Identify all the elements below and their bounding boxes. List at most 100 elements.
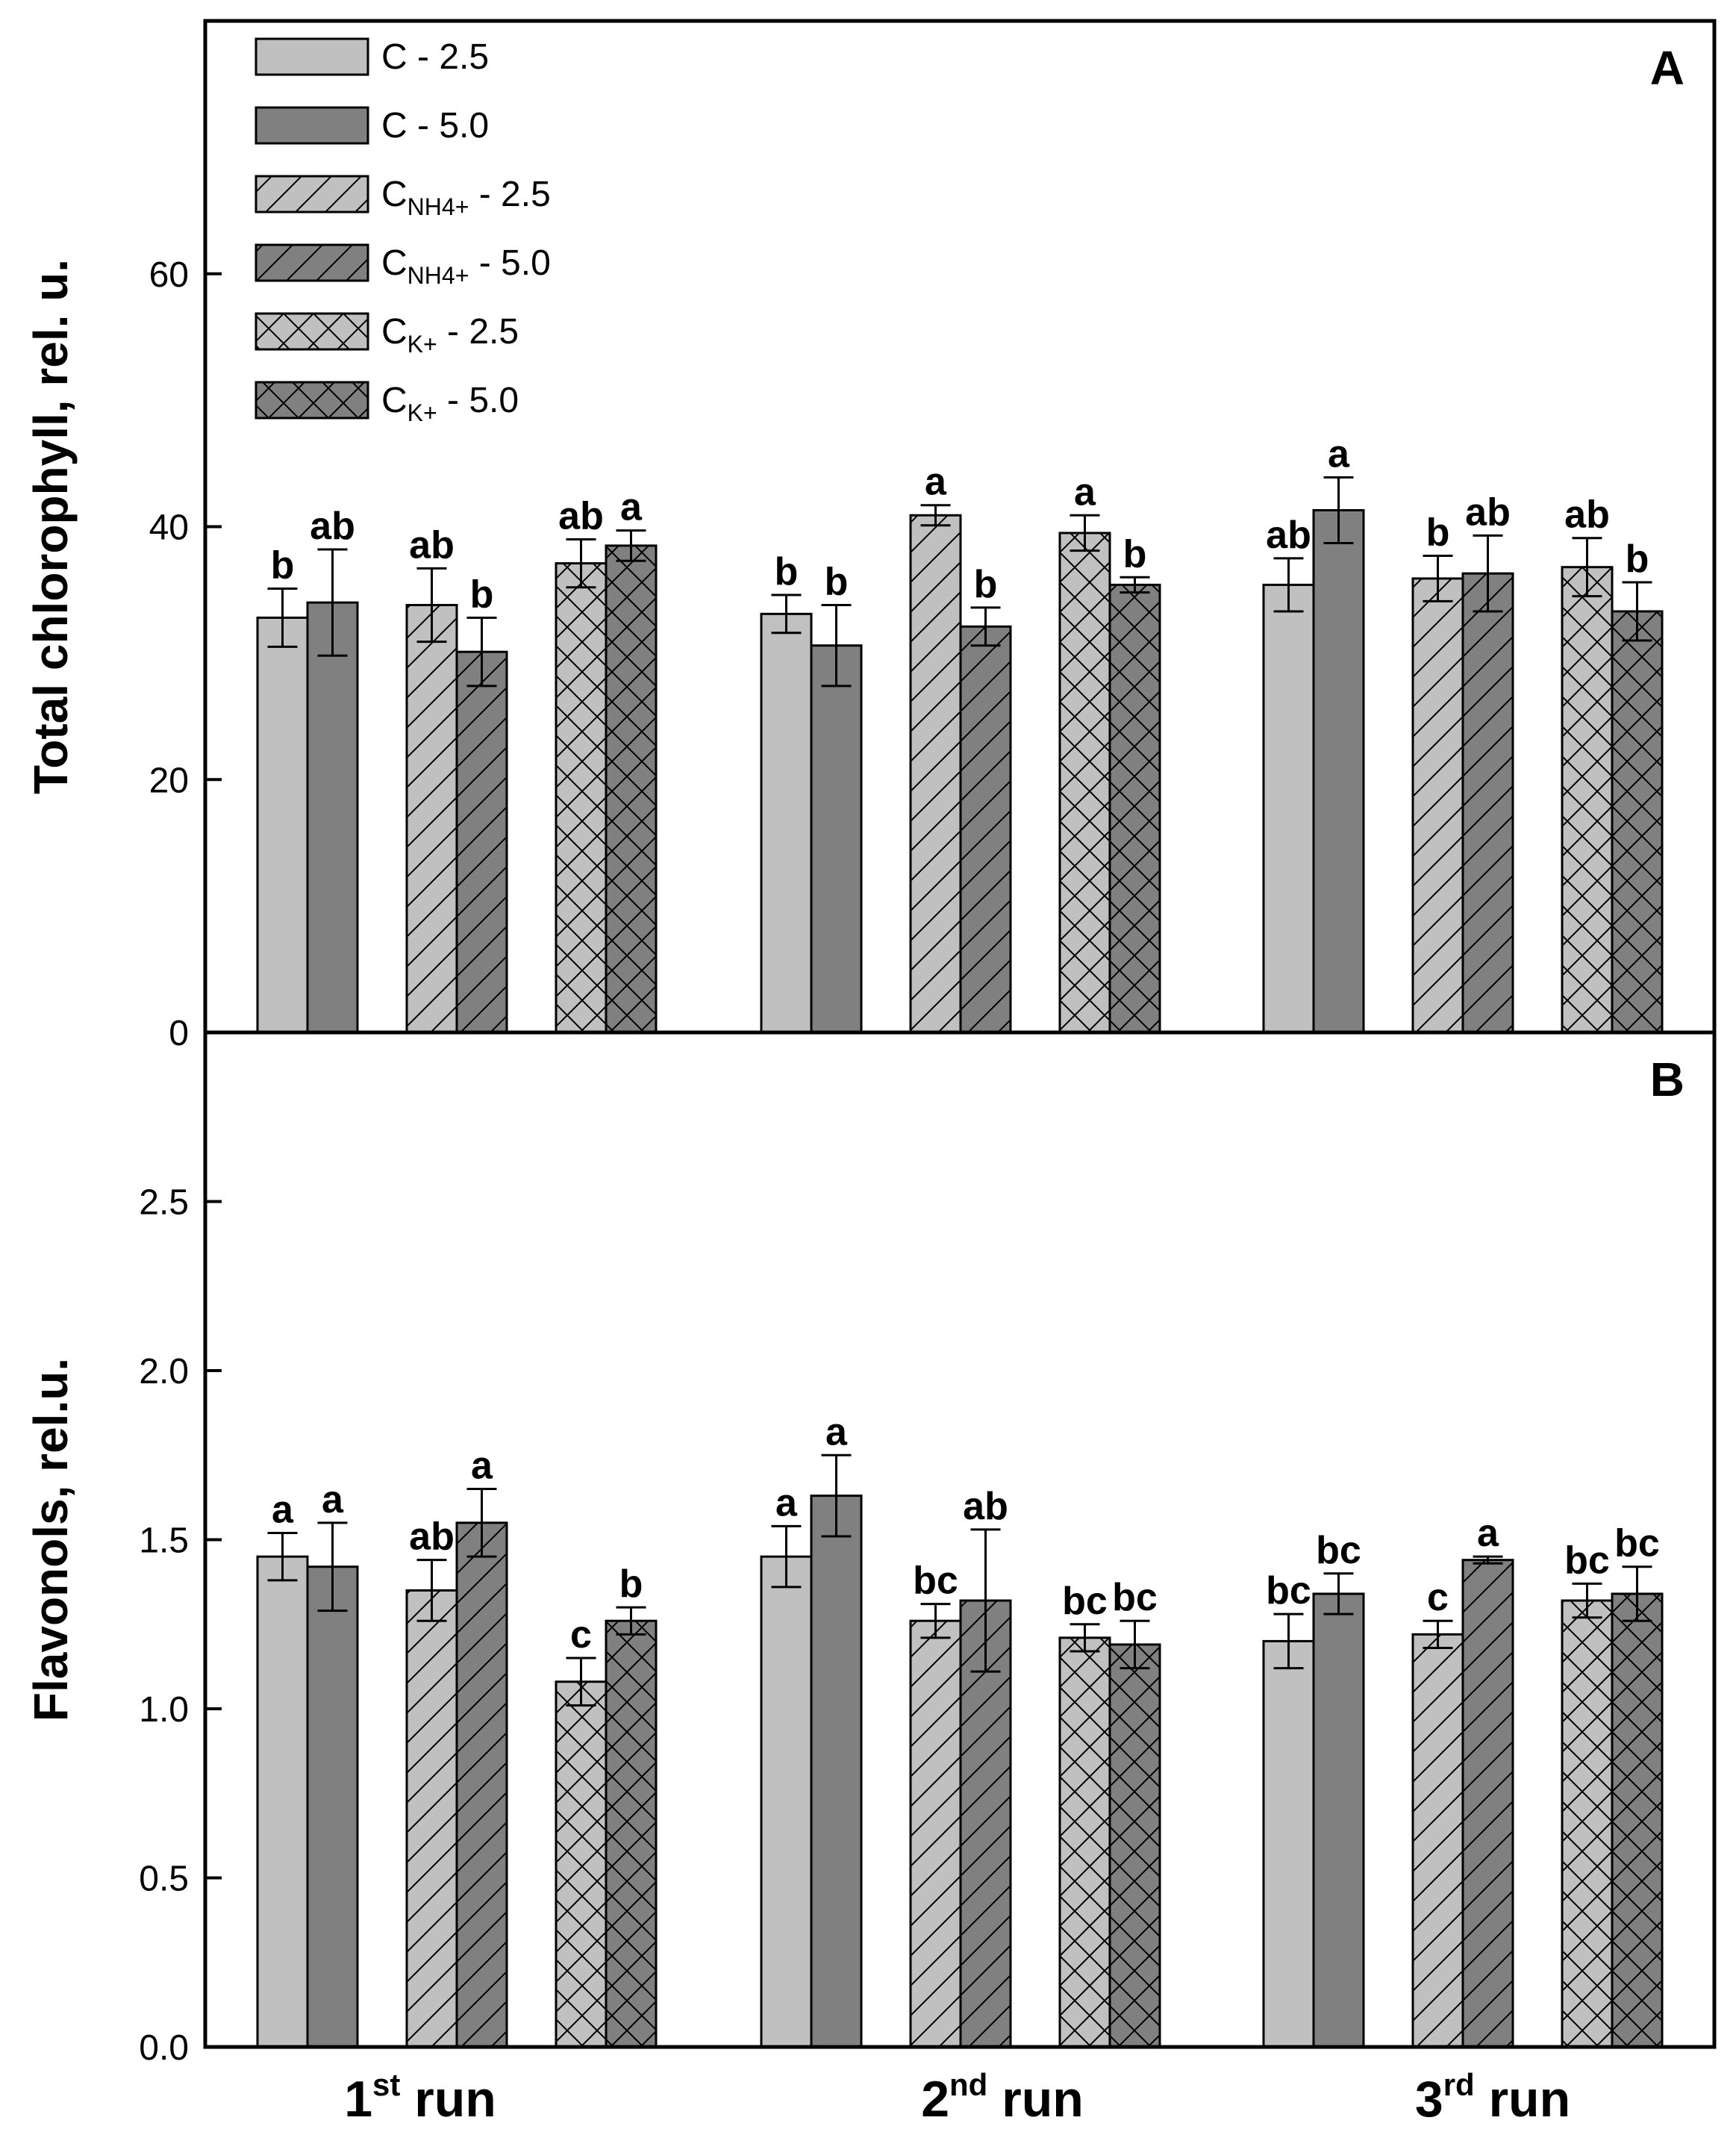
significance-letter: b bbox=[825, 561, 849, 604]
significance-letter: b bbox=[470, 573, 494, 616]
significance-letter: bc bbox=[1316, 1529, 1361, 1572]
bar-hatch bbox=[1562, 1601, 1612, 2047]
significance-letter: b bbox=[775, 550, 799, 593]
y-tick-label: 60 bbox=[149, 255, 189, 295]
significance-letter: ab bbox=[409, 1515, 455, 1559]
legend-swatch-hatch bbox=[256, 382, 368, 418]
significance-letter: a bbox=[272, 1488, 294, 1531]
bar bbox=[1264, 1641, 1314, 2047]
bar-hatch bbox=[1413, 578, 1463, 1032]
bar-hatch bbox=[1463, 573, 1513, 1032]
significance-letter: a bbox=[1477, 1512, 1499, 1555]
legend-label: C - 2.5 bbox=[381, 37, 489, 77]
bar-hatch bbox=[911, 515, 961, 1032]
significance-letter: bc bbox=[1564, 1539, 1610, 1582]
y-tick-label: 2.0 bbox=[139, 1352, 189, 1392]
bar-hatch bbox=[407, 605, 457, 1032]
legend-label: CNH4+ - 5.0 bbox=[381, 243, 551, 289]
y-tick-label: 1.5 bbox=[139, 1521, 189, 1561]
bar-hatch bbox=[1110, 585, 1160, 1032]
legend-label: CK+ - 5.0 bbox=[381, 381, 519, 426]
legend-swatch-outline bbox=[255, 312, 369, 351]
significance-letter: b bbox=[1626, 537, 1649, 581]
bar bbox=[307, 602, 357, 1032]
legend-swatch-outline bbox=[255, 37, 369, 76]
y-tick-label: 2.5 bbox=[139, 1183, 189, 1223]
bar-hatch bbox=[961, 626, 1011, 1032]
bar-hatch bbox=[457, 1522, 507, 2047]
legend-swatch-hatch bbox=[256, 245, 368, 281]
significance-letter: a bbox=[322, 1478, 344, 1521]
bar-hatch bbox=[1060, 532, 1110, 1032]
significance-letter: ab bbox=[963, 1485, 1008, 1528]
significance-letter: bc bbox=[1266, 1569, 1311, 1612]
bar-hatch bbox=[1463, 1559, 1513, 2047]
significance-letter: ab bbox=[1564, 493, 1610, 537]
bar-hatch bbox=[1413, 1634, 1463, 2047]
legend-label: C - 5.0 bbox=[381, 106, 489, 146]
legend-swatch bbox=[256, 39, 368, 75]
bar bbox=[1264, 585, 1314, 1032]
significance-letter: a bbox=[925, 461, 947, 504]
legend-label: CK+ - 2.5 bbox=[381, 312, 519, 358]
significance-letter: a bbox=[471, 1445, 493, 1488]
significance-letter: ab bbox=[558, 494, 604, 537]
bar bbox=[1314, 1593, 1364, 2047]
significance-letter: ab bbox=[1465, 490, 1511, 534]
significance-letter: a bbox=[1328, 432, 1350, 476]
significance-letter: b bbox=[619, 1562, 643, 1606]
bar-hatch bbox=[1562, 567, 1612, 1032]
y-tick-label: 0.5 bbox=[139, 1860, 189, 1899]
bar bbox=[761, 1556, 811, 2047]
y-tick-label: 1.0 bbox=[139, 1690, 189, 1730]
significance-letter: bc bbox=[913, 1559, 958, 1603]
x-group-label: 3rd run bbox=[1415, 2067, 1570, 2128]
panel-letter: B bbox=[1650, 1053, 1685, 1106]
significance-letter: b bbox=[271, 543, 295, 587]
y-tick-label: 20 bbox=[149, 761, 189, 800]
significance-letter: ab bbox=[1266, 514, 1311, 557]
x-group-label: 2nd run bbox=[921, 2067, 1084, 2128]
bar bbox=[811, 645, 861, 1032]
legend-swatch-hatch bbox=[256, 176, 368, 212]
panel-letter: A bbox=[1650, 41, 1685, 95]
bar-hatch bbox=[961, 1601, 1011, 2047]
y-tick-label: 0 bbox=[169, 1014, 189, 1053]
significance-letter: ab bbox=[310, 505, 355, 548]
x-group-label: 1st run bbox=[344, 2067, 496, 2128]
legend-swatch bbox=[256, 107, 368, 143]
significance-letter: b bbox=[974, 563, 998, 606]
significance-letter: a bbox=[825, 1410, 848, 1453]
significance-letter: ab bbox=[409, 523, 455, 567]
y-axis-title: Total chlorophyll, rel. u. bbox=[24, 259, 78, 794]
bar-hatch bbox=[556, 563, 606, 1032]
bar-hatch bbox=[556, 1681, 606, 2047]
y-tick-label: 0.0 bbox=[139, 2028, 189, 2068]
bar-hatch bbox=[606, 1621, 656, 2047]
bar bbox=[307, 1566, 357, 2047]
bar bbox=[257, 617, 307, 1032]
legend-swatch-outline bbox=[255, 175, 369, 214]
legend-label: CNH4+ - 2.5 bbox=[381, 175, 551, 220]
bar bbox=[257, 1556, 307, 2047]
bar-hatch bbox=[606, 545, 656, 1032]
significance-letter: bc bbox=[1614, 1522, 1660, 1565]
bar-hatch bbox=[1110, 1644, 1160, 2047]
legend-swatch-hatch bbox=[256, 314, 368, 349]
significance-letter: c bbox=[570, 1613, 592, 1657]
bar-hatch bbox=[407, 1590, 457, 2047]
legend-swatch-outline bbox=[255, 381, 369, 420]
y-axis-title: Flavonols, rel.u. bbox=[24, 1358, 78, 1721]
bar-hatch bbox=[457, 652, 507, 1032]
legend-swatch-outline bbox=[255, 106, 369, 145]
bar-hatch bbox=[1612, 1593, 1662, 2047]
bar bbox=[811, 1495, 861, 2047]
bar-hatch bbox=[1612, 611, 1662, 1032]
significance-letter: a bbox=[775, 1481, 798, 1524]
significance-letter: a bbox=[1074, 470, 1096, 514]
significance-letter: b bbox=[1123, 532, 1147, 576]
bar-hatch bbox=[911, 1621, 961, 2047]
legend-swatch-outline bbox=[255, 243, 369, 282]
bar bbox=[761, 614, 811, 1032]
